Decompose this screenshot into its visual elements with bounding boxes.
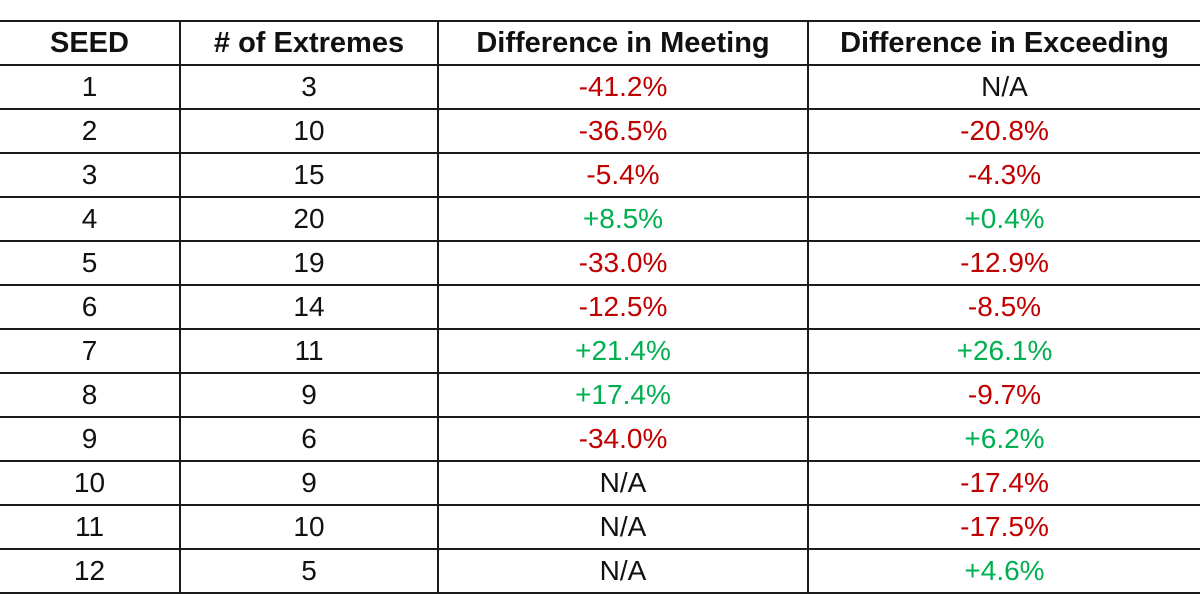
cell-difference-meeting[interactable]: -33.0%: [437, 240, 809, 286]
cell-difference-meeting[interactable]: -34.0%: [437, 416, 809, 462]
cell-seed[interactable]: 9: [0, 416, 181, 462]
cell-extremes[interactable]: 3: [179, 64, 439, 110]
table-row: 6 14 -12.5% -8.5%: [0, 284, 1200, 330]
cell-difference-exceeding[interactable]: -9.7%: [807, 372, 1200, 418]
header-difference-meeting[interactable]: Difference in Meeting: [437, 20, 809, 66]
table-row: 9 6 -34.0% +6.2%: [0, 416, 1200, 462]
table-row: 5 19 -33.0% -12.9%: [0, 240, 1200, 286]
cell-difference-exceeding[interactable]: -20.8%: [807, 108, 1200, 154]
cell-difference-meeting[interactable]: N/A: [437, 504, 809, 550]
cell-seed[interactable]: 7: [0, 328, 181, 374]
table-row: 7 11 +21.4% +26.1%: [0, 328, 1200, 374]
cell-seed[interactable]: 2: [0, 108, 181, 154]
cell-difference-exceeding[interactable]: +6.2%: [807, 416, 1200, 462]
header-extremes[interactable]: # of Extremes: [179, 20, 439, 66]
cell-seed[interactable]: 3: [0, 152, 181, 198]
cell-difference-exceeding[interactable]: -17.4%: [807, 460, 1200, 506]
cell-seed[interactable]: 4: [0, 196, 181, 242]
cell-extremes[interactable]: 10: [179, 504, 439, 550]
cell-seed[interactable]: 6: [0, 284, 181, 330]
table-row: 10 9 N/A -17.4%: [0, 460, 1200, 506]
cell-difference-exceeding[interactable]: -4.3%: [807, 152, 1200, 198]
table-header-row: SEED # of Extremes Difference in Meeting…: [0, 20, 1200, 66]
cell-difference-meeting[interactable]: N/A: [437, 548, 809, 594]
cell-difference-exceeding[interactable]: +4.6%: [807, 548, 1200, 594]
cell-extremes[interactable]: 19: [179, 240, 439, 286]
cell-seed[interactable]: 12: [0, 548, 181, 594]
cell-difference-exceeding[interactable]: N/A: [807, 64, 1200, 110]
cell-extremes[interactable]: 9: [179, 460, 439, 506]
table-body: 1 3 -41.2% N/A 2 10 -36.5% -20.8% 3 15 -5.4% -4.3% 4…: [0, 64, 1200, 594]
results-table: SEED # of Extremes Difference in Meeting…: [0, 20, 1200, 594]
cell-extremes[interactable]: 20: [179, 196, 439, 242]
cell-seed[interactable]: 5: [0, 240, 181, 286]
cell-difference-meeting[interactable]: +21.4%: [437, 328, 809, 374]
cell-extremes[interactable]: 10: [179, 108, 439, 154]
cell-difference-meeting[interactable]: +8.5%: [437, 196, 809, 242]
cell-difference-exceeding[interactable]: -8.5%: [807, 284, 1200, 330]
cell-difference-meeting[interactable]: +17.4%: [437, 372, 809, 418]
table-row: 11 10 N/A -17.5%: [0, 504, 1200, 550]
cell-difference-meeting[interactable]: N/A: [437, 460, 809, 506]
cell-extremes[interactable]: 14: [179, 284, 439, 330]
table-row: 2 10 -36.5% -20.8%: [0, 108, 1200, 154]
cell-extremes[interactable]: 15: [179, 152, 439, 198]
cell-seed[interactable]: 10: [0, 460, 181, 506]
table-row: 8 9 +17.4% -9.7%: [0, 372, 1200, 418]
cell-extremes[interactable]: 5: [179, 548, 439, 594]
cell-difference-meeting[interactable]: -36.5%: [437, 108, 809, 154]
table-row: 1 3 -41.2% N/A: [0, 64, 1200, 110]
table-row: 3 15 -5.4% -4.3%: [0, 152, 1200, 198]
header-difference-exceeding[interactable]: Difference in Exceeding: [807, 20, 1200, 66]
cell-difference-exceeding[interactable]: +26.1%: [807, 328, 1200, 374]
cell-difference-meeting[interactable]: -5.4%: [437, 152, 809, 198]
header-seed[interactable]: SEED: [0, 20, 181, 66]
cell-seed[interactable]: 11: [0, 504, 181, 550]
cell-difference-exceeding[interactable]: -17.5%: [807, 504, 1200, 550]
table-row: 12 5 N/A +4.6%: [0, 548, 1200, 594]
cell-difference-exceeding[interactable]: +0.4%: [807, 196, 1200, 242]
cell-extremes[interactable]: 9: [179, 372, 439, 418]
cell-extremes[interactable]: 11: [179, 328, 439, 374]
cell-difference-meeting[interactable]: -41.2%: [437, 64, 809, 110]
cell-seed[interactable]: 8: [0, 372, 181, 418]
cell-difference-meeting[interactable]: -12.5%: [437, 284, 809, 330]
cell-difference-exceeding[interactable]: -12.9%: [807, 240, 1200, 286]
table-row: 4 20 +8.5% +0.4%: [0, 196, 1200, 242]
cell-extremes[interactable]: 6: [179, 416, 439, 462]
cell-seed[interactable]: 1: [0, 64, 181, 110]
